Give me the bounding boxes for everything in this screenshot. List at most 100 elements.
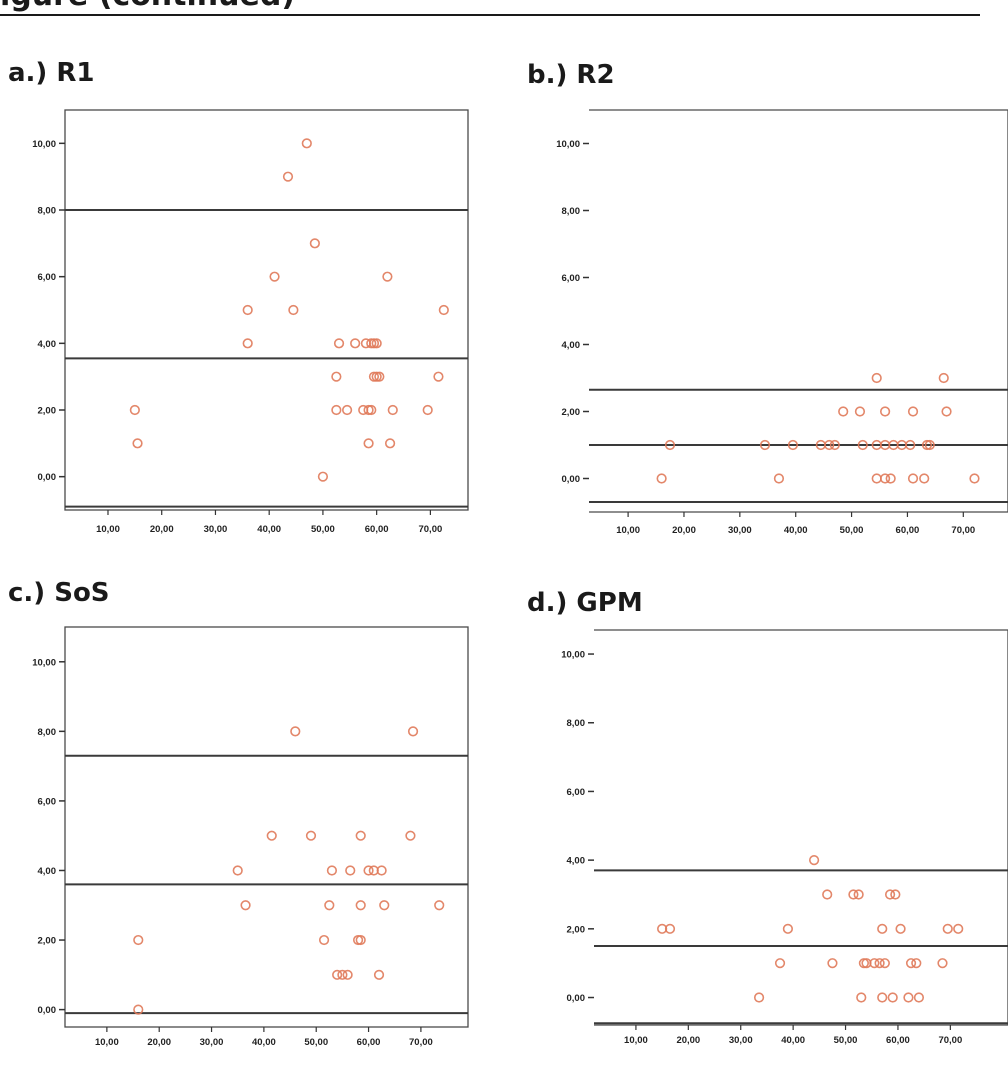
plot-frame: [593, 629, 1008, 1026]
x-tick-label: 40,00: [784, 525, 808, 536]
y-tick-label: 6,00: [562, 273, 581, 284]
x-tick-label: 60,00: [896, 525, 920, 536]
panel-title-r2: b.) R2: [527, 60, 615, 90]
x-tick-label: 20,00: [676, 1035, 700, 1046]
x-tick-label: 30,00: [204, 524, 228, 535]
plot-frame: [588, 109, 1008, 513]
data-point: [350, 338, 361, 349]
data-point: [332, 969, 343, 980]
data-point: [787, 439, 799, 451]
data-point: [240, 900, 251, 911]
data-point: [384, 438, 396, 449]
x-tick-label: 40,00: [252, 1037, 276, 1048]
y-tick-label: 10,00: [32, 139, 56, 150]
data-point: [301, 138, 312, 149]
data-point: [333, 338, 345, 349]
y-tick-label: 2,00: [567, 924, 586, 935]
data-point: [953, 923, 964, 934]
data-point: [877, 923, 888, 934]
panel-title-r1: a.) R1: [8, 58, 95, 88]
data-point: [374, 371, 385, 382]
x-tick-label: 30,00: [728, 525, 752, 536]
data-point: [355, 900, 366, 911]
data-point: [337, 969, 348, 980]
data-point: [884, 889, 896, 900]
data-point: [664, 439, 676, 451]
data-point: [342, 969, 353, 980]
x-tick-label: 50,00: [311, 524, 335, 535]
x-tick-label: 30,00: [729, 1035, 753, 1046]
data-point: [318, 934, 330, 946]
x-tick-label: 60,00: [357, 1037, 381, 1048]
data-point: [829, 439, 840, 451]
x-tick-label: 60,00: [365, 524, 389, 535]
data-point: [376, 865, 387, 876]
data-point: [877, 992, 888, 1003]
x-tick-label: 30,00: [200, 1037, 224, 1048]
y-tick-label: 8,00: [38, 727, 57, 738]
x-tick-label: 10,00: [624, 1035, 648, 1046]
data-point: [827, 958, 838, 969]
data-point: [938, 372, 949, 384]
x-tick-label: 50,00: [304, 1037, 328, 1048]
data-point: [133, 1004, 144, 1015]
panel-title-sos: c.) SoS: [8, 578, 110, 608]
header-rule: [0, 14, 980, 16]
data-point: [438, 304, 449, 316]
data-point: [905, 958, 917, 969]
data-point: [656, 473, 667, 484]
panel-title-gpm: d.) GPM: [527, 588, 643, 618]
y-tick-label: 4,00: [567, 856, 586, 867]
data-point: [664, 923, 676, 934]
data-point: [919, 473, 930, 484]
data-point: [269, 271, 280, 282]
data-point: [753, 992, 765, 1003]
data-point: [355, 934, 366, 946]
data-point: [838, 406, 849, 417]
data-point: [924, 439, 935, 451]
y-tick-label: 10,00: [556, 139, 580, 150]
y-tick-label: 0,00: [38, 472, 57, 483]
data-point: [305, 830, 317, 841]
data-point: [903, 992, 914, 1003]
y-tick-label: 8,00: [562, 206, 581, 217]
y-tick-label: 0,00: [567, 993, 586, 1004]
data-point: [913, 992, 925, 1003]
scatter-plot-gpm: 10,00 8,00 6,00 4,00 2,00 0,00 10,00 20,00 30,00…: [561, 629, 1008, 1046]
data-point: [331, 371, 342, 382]
data-point: [433, 371, 444, 382]
data-point: [387, 404, 398, 416]
scatter-plot-r1: 10,00 8,00 6,00 4,00 2,00 0,00 10,00 20,00 30,00…: [32, 109, 469, 535]
figure-heading: igure (continued): [0, 0, 295, 13]
data-point: [288, 304, 299, 316]
data-point: [373, 969, 385, 980]
plot-frame: [64, 109, 469, 511]
data-point: [133, 934, 144, 946]
plot-frame: [64, 626, 469, 1028]
data-point: [857, 439, 868, 451]
data-point: [317, 471, 329, 482]
data-point: [890, 889, 901, 900]
y-tick-label: 0,00: [38, 1005, 57, 1016]
data-point: [363, 865, 374, 876]
data-point: [382, 271, 393, 282]
data-point: [848, 889, 859, 900]
data-point: [407, 726, 419, 737]
y-tick-label: 6,00: [567, 787, 586, 798]
x-tick-label: 50,00: [834, 1035, 858, 1046]
data-point: [355, 830, 366, 841]
data-point: [405, 830, 416, 841]
data-point: [822, 889, 833, 900]
y-tick-label: 4,00: [38, 866, 57, 877]
x-tick-label: 70,00: [938, 1035, 962, 1046]
data-point: [422, 404, 433, 416]
data-point: [856, 992, 867, 1003]
y-tick-label: 0,00: [562, 474, 581, 485]
data-point: [132, 438, 143, 449]
data-point: [266, 830, 277, 841]
data-point: [324, 900, 335, 911]
x-tick-label: 40,00: [781, 1035, 805, 1046]
x-tick-label: 70,00: [409, 1037, 433, 1048]
data-point: [942, 923, 953, 934]
y-tick-label: 2,00: [38, 406, 57, 417]
